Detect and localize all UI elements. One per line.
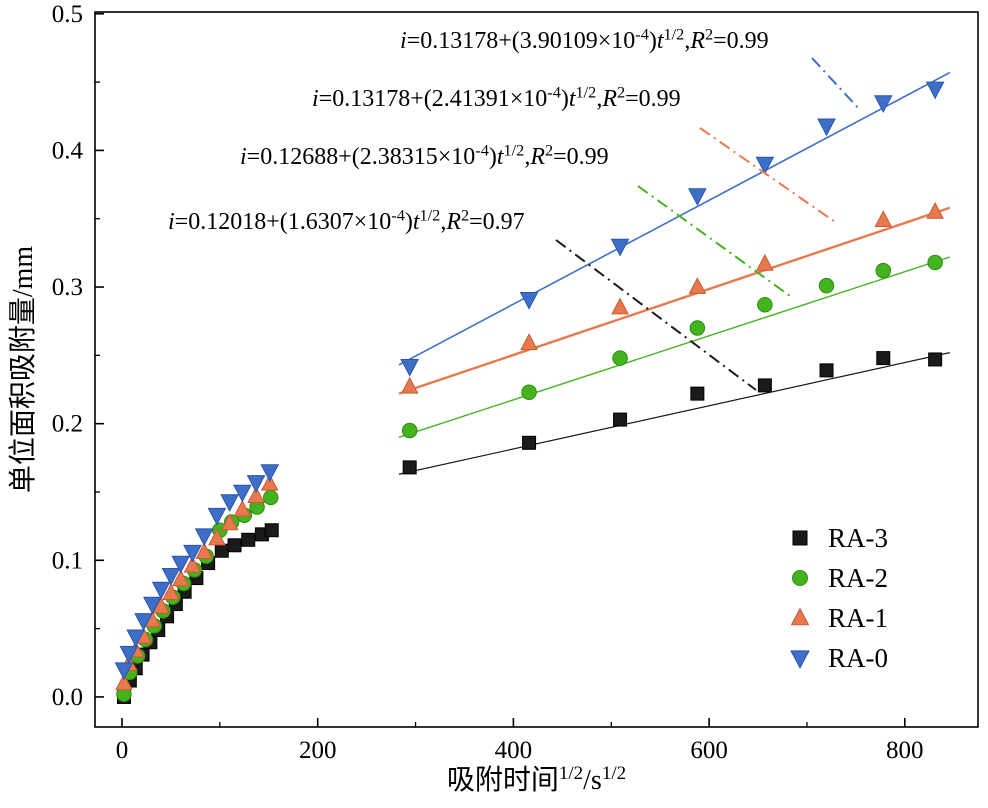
- data-point-RA-0: [925, 81, 945, 100]
- data-point-RA-0: [171, 555, 191, 574]
- legend-marker-RA-3: [792, 530, 808, 546]
- data-point-RA-3: [227, 538, 242, 553]
- data-point-RA-2: [521, 384, 537, 400]
- legend-label-RA-0: RA-0: [828, 643, 888, 673]
- data-point-RA-1: [171, 569, 190, 587]
- x-tick-label: 400: [495, 737, 533, 764]
- data-point-RA-0: [134, 613, 153, 631]
- legend-label-RA-3: RA-3: [828, 523, 888, 553]
- fit-line-RA-0: [398, 71, 951, 366]
- x-tick-label: 800: [886, 737, 924, 764]
- x-tick-label: 600: [690, 737, 728, 764]
- data-point-RA-0: [400, 359, 420, 377]
- data-point-RA-2: [818, 277, 835, 294]
- data-point-RA-0: [143, 596, 162, 615]
- fit-line-RA-1: [398, 206, 951, 395]
- data-point-RA-1: [247, 486, 265, 503]
- legend-marker-RA-1: [790, 607, 810, 626]
- data-point-RA-3: [690, 386, 705, 401]
- data-point-RA-1: [233, 499, 252, 517]
- data-point-RA-0: [246, 475, 266, 493]
- equation-annotation-1: i=0.13178+(3.90109×10-4)t1/2,R2=0.99: [400, 24, 769, 54]
- data-point-RA-2: [262, 489, 279, 506]
- data-point-RA-0: [233, 484, 252, 503]
- data-point-RA-1: [400, 376, 419, 394]
- data-point-RA-0: [220, 494, 239, 512]
- x-tick-label: 200: [299, 737, 337, 764]
- data-point-RA-0: [183, 544, 202, 563]
- y-tick-label: 0.3: [52, 274, 83, 301]
- fit-line-RA-2: [398, 256, 951, 439]
- legend-marker-RA-0: [790, 650, 810, 669]
- data-point-RA-1: [926, 202, 944, 219]
- data-point-RA-3: [214, 543, 229, 558]
- y-tick-label: 0.0: [52, 684, 83, 711]
- data-point-RA-3: [819, 363, 834, 378]
- equation-annotation-2: i=0.13178+(2.41391×10-4)t1/2,R2=0.99: [312, 82, 681, 112]
- data-point-RA-1: [260, 473, 279, 491]
- data-point-RA-3: [757, 378, 772, 393]
- data-point-RA-0: [126, 629, 146, 648]
- data-point-RA-2: [401, 422, 418, 439]
- data-point-RA-2: [612, 350, 628, 366]
- y-axis-title: 单位面积吸附量/mm: [7, 246, 39, 494]
- data-point-RA-0: [161, 568, 181, 586]
- data-point-RA-1: [162, 583, 180, 600]
- legend-label-RA-1: RA-1: [828, 603, 888, 633]
- equation-leader-line: [699, 127, 839, 225]
- data-point-RA-0: [119, 645, 139, 664]
- data-point-RA-1: [520, 333, 538, 350]
- y-tick-label: 0.2: [52, 411, 83, 438]
- data-point-RA-1: [208, 528, 226, 546]
- data-point-RA-3: [613, 412, 628, 427]
- data-point-RA-2: [757, 297, 773, 313]
- data-point-RA-3: [928, 352, 943, 367]
- data-point-RA-0: [873, 95, 893, 114]
- plot-frame: [94, 11, 979, 728]
- equation-leader-line: [811, 57, 861, 111]
- data-point-RA-1: [688, 277, 707, 294]
- data-point-RA-0: [610, 238, 630, 257]
- data-point-RA-0: [114, 662, 134, 681]
- equation-leader-line: [555, 239, 757, 391]
- equation-annotation-3: i=0.12688+(2.38315×10-4)t1/2,R2=0.99: [240, 140, 609, 170]
- data-point-RA-1: [611, 297, 629, 315]
- x-axis-title: 吸附时间1/2/s1/2: [447, 763, 626, 796]
- data-point-RA-2: [689, 320, 706, 336]
- data-point-RA-3: [876, 351, 891, 366]
- data-point-RA-1: [183, 555, 202, 573]
- data-point-RA-0: [519, 292, 539, 310]
- y-tick-label: 0.4: [52, 137, 84, 164]
- data-point-RA-0: [207, 507, 227, 526]
- x-tick-label: 0: [116, 737, 129, 764]
- data-point-RA-0: [260, 464, 280, 482]
- equation-leader-line: [637, 185, 791, 297]
- data-point-RA-0: [755, 156, 775, 175]
- data-point-RA-1: [195, 542, 214, 559]
- data-point-RA-3: [402, 460, 417, 475]
- data-point-RA-1: [756, 253, 774, 271]
- data-point-RA-1: [115, 673, 133, 691]
- fit-line-RA-3: [398, 352, 950, 475]
- data-point-RA-3: [264, 523, 279, 538]
- data-point-RA-0: [817, 118, 836, 137]
- data-point-RA-0: [151, 581, 171, 600]
- data-point-RA-2: [875, 262, 892, 279]
- legend-marker-RA-2: [792, 570, 808, 586]
- data-point-RA-3: [522, 435, 537, 450]
- equation-annotation-4: i=0.12018+(1.6307×10-4)t1/2,R2=0.97: [168, 205, 525, 235]
- data-point-RA-3: [241, 532, 256, 547]
- data-point-RA-1: [152, 596, 170, 614]
- y-tick-label: 0.5: [52, 1, 83, 28]
- data-point-RA-2: [927, 254, 943, 271]
- data-point-RA-1: [874, 210, 893, 227]
- data-point-RA-0: [688, 188, 707, 206]
- y-tick-label: 0.1: [52, 547, 83, 574]
- legend-label-RA-2: RA-2: [828, 563, 888, 593]
- data-point-RA-0: [194, 528, 214, 547]
- data-point-RA-1: [220, 513, 239, 531]
